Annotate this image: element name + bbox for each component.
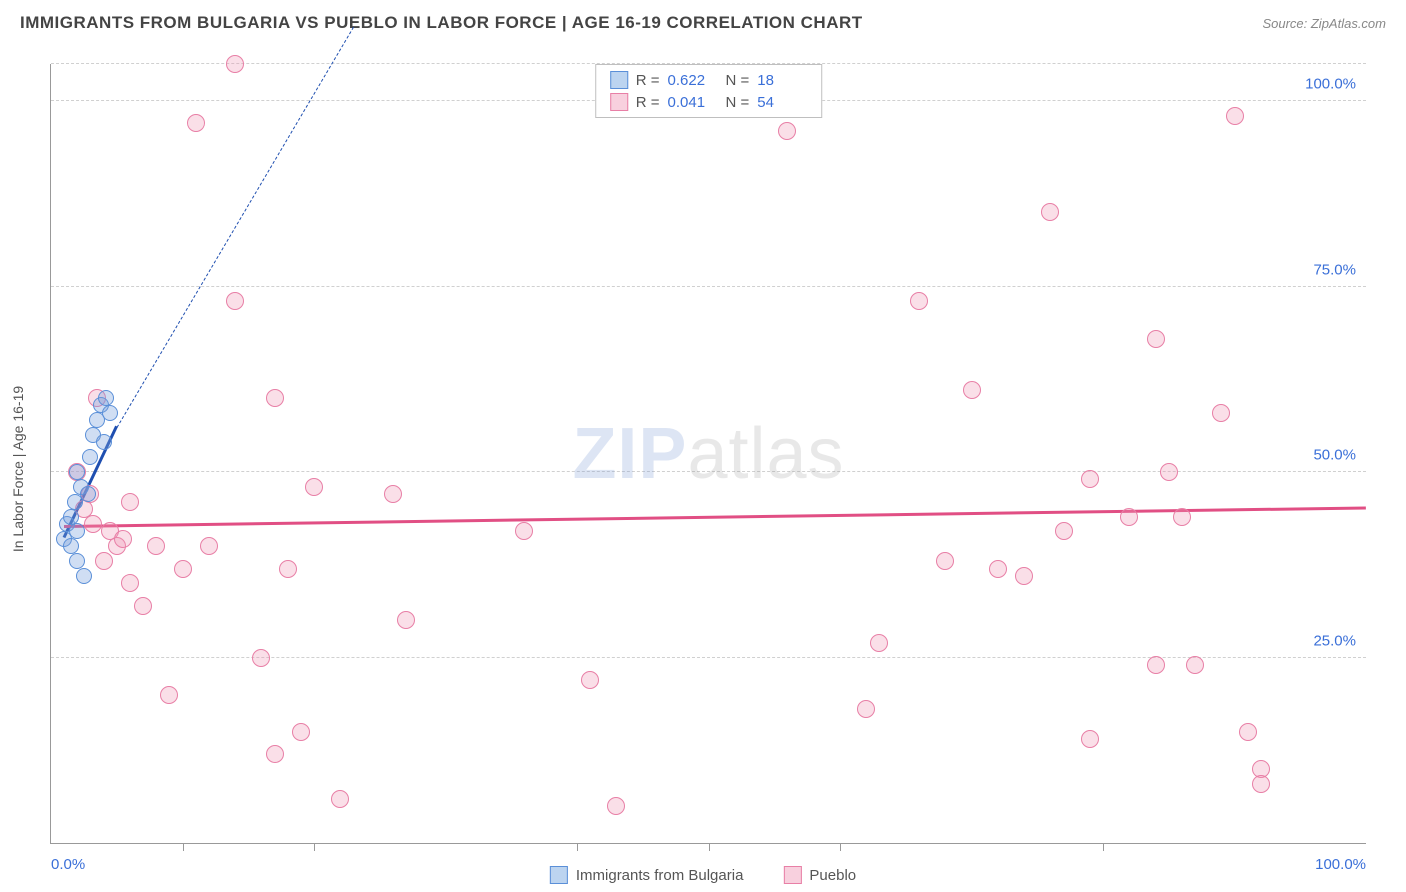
x-tick-label: 100.0%	[1315, 856, 1366, 873]
chart-source: Source: ZipAtlas.com	[1262, 16, 1386, 31]
data-point	[1081, 730, 1099, 748]
plot-area: ZIPatlas R = 0.622 N = 18 R = 0.041 N = …	[50, 64, 1366, 844]
data-point	[98, 390, 114, 406]
data-point	[305, 478, 323, 496]
trend-line	[116, 26, 354, 427]
data-point	[1147, 656, 1165, 674]
x-tick	[1103, 843, 1104, 851]
data-point	[1239, 723, 1257, 741]
data-point	[1212, 404, 1230, 422]
data-point	[95, 552, 113, 570]
data-point	[870, 634, 888, 652]
data-point	[69, 553, 85, 569]
data-point	[121, 574, 139, 592]
correlation-legend: R = 0.622 N = 18 R = 0.041 N = 54	[595, 64, 823, 118]
swatch-icon	[550, 866, 568, 884]
watermark: ZIPatlas	[572, 413, 844, 495]
x-tick	[709, 843, 710, 851]
data-point	[1252, 775, 1270, 793]
y-tick-label: 75.0%	[1311, 261, 1358, 278]
legend-item: Immigrants from Bulgaria	[550, 866, 744, 884]
chart-title: IMMIGRANTS FROM BULGARIA VS PUEBLO IN LA…	[20, 13, 863, 33]
data-point	[63, 509, 79, 525]
data-point	[778, 122, 796, 140]
data-point	[1173, 508, 1191, 526]
data-point	[82, 449, 98, 465]
x-tick	[840, 843, 841, 851]
data-point	[1015, 567, 1033, 585]
x-tick-label: 0.0%	[51, 856, 85, 873]
data-point	[69, 523, 85, 539]
data-point	[147, 537, 165, 555]
data-point	[989, 560, 1007, 578]
data-point	[80, 486, 96, 502]
data-point	[114, 530, 132, 548]
x-tick	[183, 843, 184, 851]
series-legend: Immigrants from Bulgaria Pueblo	[550, 866, 856, 884]
data-point	[1081, 470, 1099, 488]
chart-header: IMMIGRANTS FROM BULGARIA VS PUEBLO IN LA…	[0, 0, 1406, 46]
data-point	[1226, 107, 1244, 125]
y-tick-label: 100.0%	[1303, 76, 1358, 93]
x-tick	[314, 843, 315, 851]
plot-wrap: In Labor Force | Age 16-19 ZIPatlas R = …	[0, 46, 1406, 892]
data-point	[76, 568, 92, 584]
gridline	[51, 657, 1366, 658]
data-point	[292, 723, 310, 741]
r-value: 0.041	[668, 94, 718, 111]
data-point	[226, 55, 244, 73]
data-point	[1160, 463, 1178, 481]
gridline	[51, 286, 1366, 287]
swatch-icon	[783, 866, 801, 884]
data-point	[63, 538, 79, 554]
data-point	[187, 114, 205, 132]
data-point	[84, 515, 102, 533]
data-point	[96, 434, 112, 450]
data-point	[121, 493, 139, 511]
data-point	[1041, 203, 1059, 221]
legend-item: Pueblo	[783, 866, 856, 884]
data-point	[384, 485, 402, 503]
data-point	[1147, 330, 1165, 348]
data-point	[252, 649, 270, 667]
y-tick-label: 25.0%	[1311, 632, 1358, 649]
data-point	[279, 560, 297, 578]
data-point	[69, 464, 85, 480]
data-point	[174, 560, 192, 578]
data-point	[102, 405, 118, 421]
data-point	[936, 552, 954, 570]
data-point	[160, 686, 178, 704]
n-value: 18	[757, 72, 807, 89]
data-point	[134, 597, 152, 615]
x-tick	[577, 843, 578, 851]
data-point	[266, 745, 284, 763]
legend-row: R = 0.041 N = 54	[596, 91, 822, 113]
data-point	[963, 381, 981, 399]
legend-label: Pueblo	[809, 867, 856, 884]
data-point	[581, 671, 599, 689]
legend-label: Immigrants from Bulgaria	[576, 867, 744, 884]
trend-line	[64, 506, 1366, 528]
r-value: 0.622	[668, 72, 718, 89]
data-point	[1186, 656, 1204, 674]
swatch-icon	[610, 93, 628, 111]
swatch-icon	[610, 71, 628, 89]
y-axis-title: In Labor Force | Age 16-19	[10, 386, 26, 552]
data-point	[1055, 522, 1073, 540]
data-point	[607, 797, 625, 815]
legend-row: R = 0.622 N = 18	[596, 69, 822, 91]
data-point	[331, 790, 349, 808]
data-point	[397, 611, 415, 629]
data-point	[910, 292, 928, 310]
data-point	[226, 292, 244, 310]
n-value: 54	[757, 94, 807, 111]
data-point	[857, 700, 875, 718]
data-point	[1120, 508, 1138, 526]
y-tick-label: 50.0%	[1311, 447, 1358, 464]
data-point	[515, 522, 533, 540]
data-point	[266, 389, 284, 407]
data-point	[200, 537, 218, 555]
